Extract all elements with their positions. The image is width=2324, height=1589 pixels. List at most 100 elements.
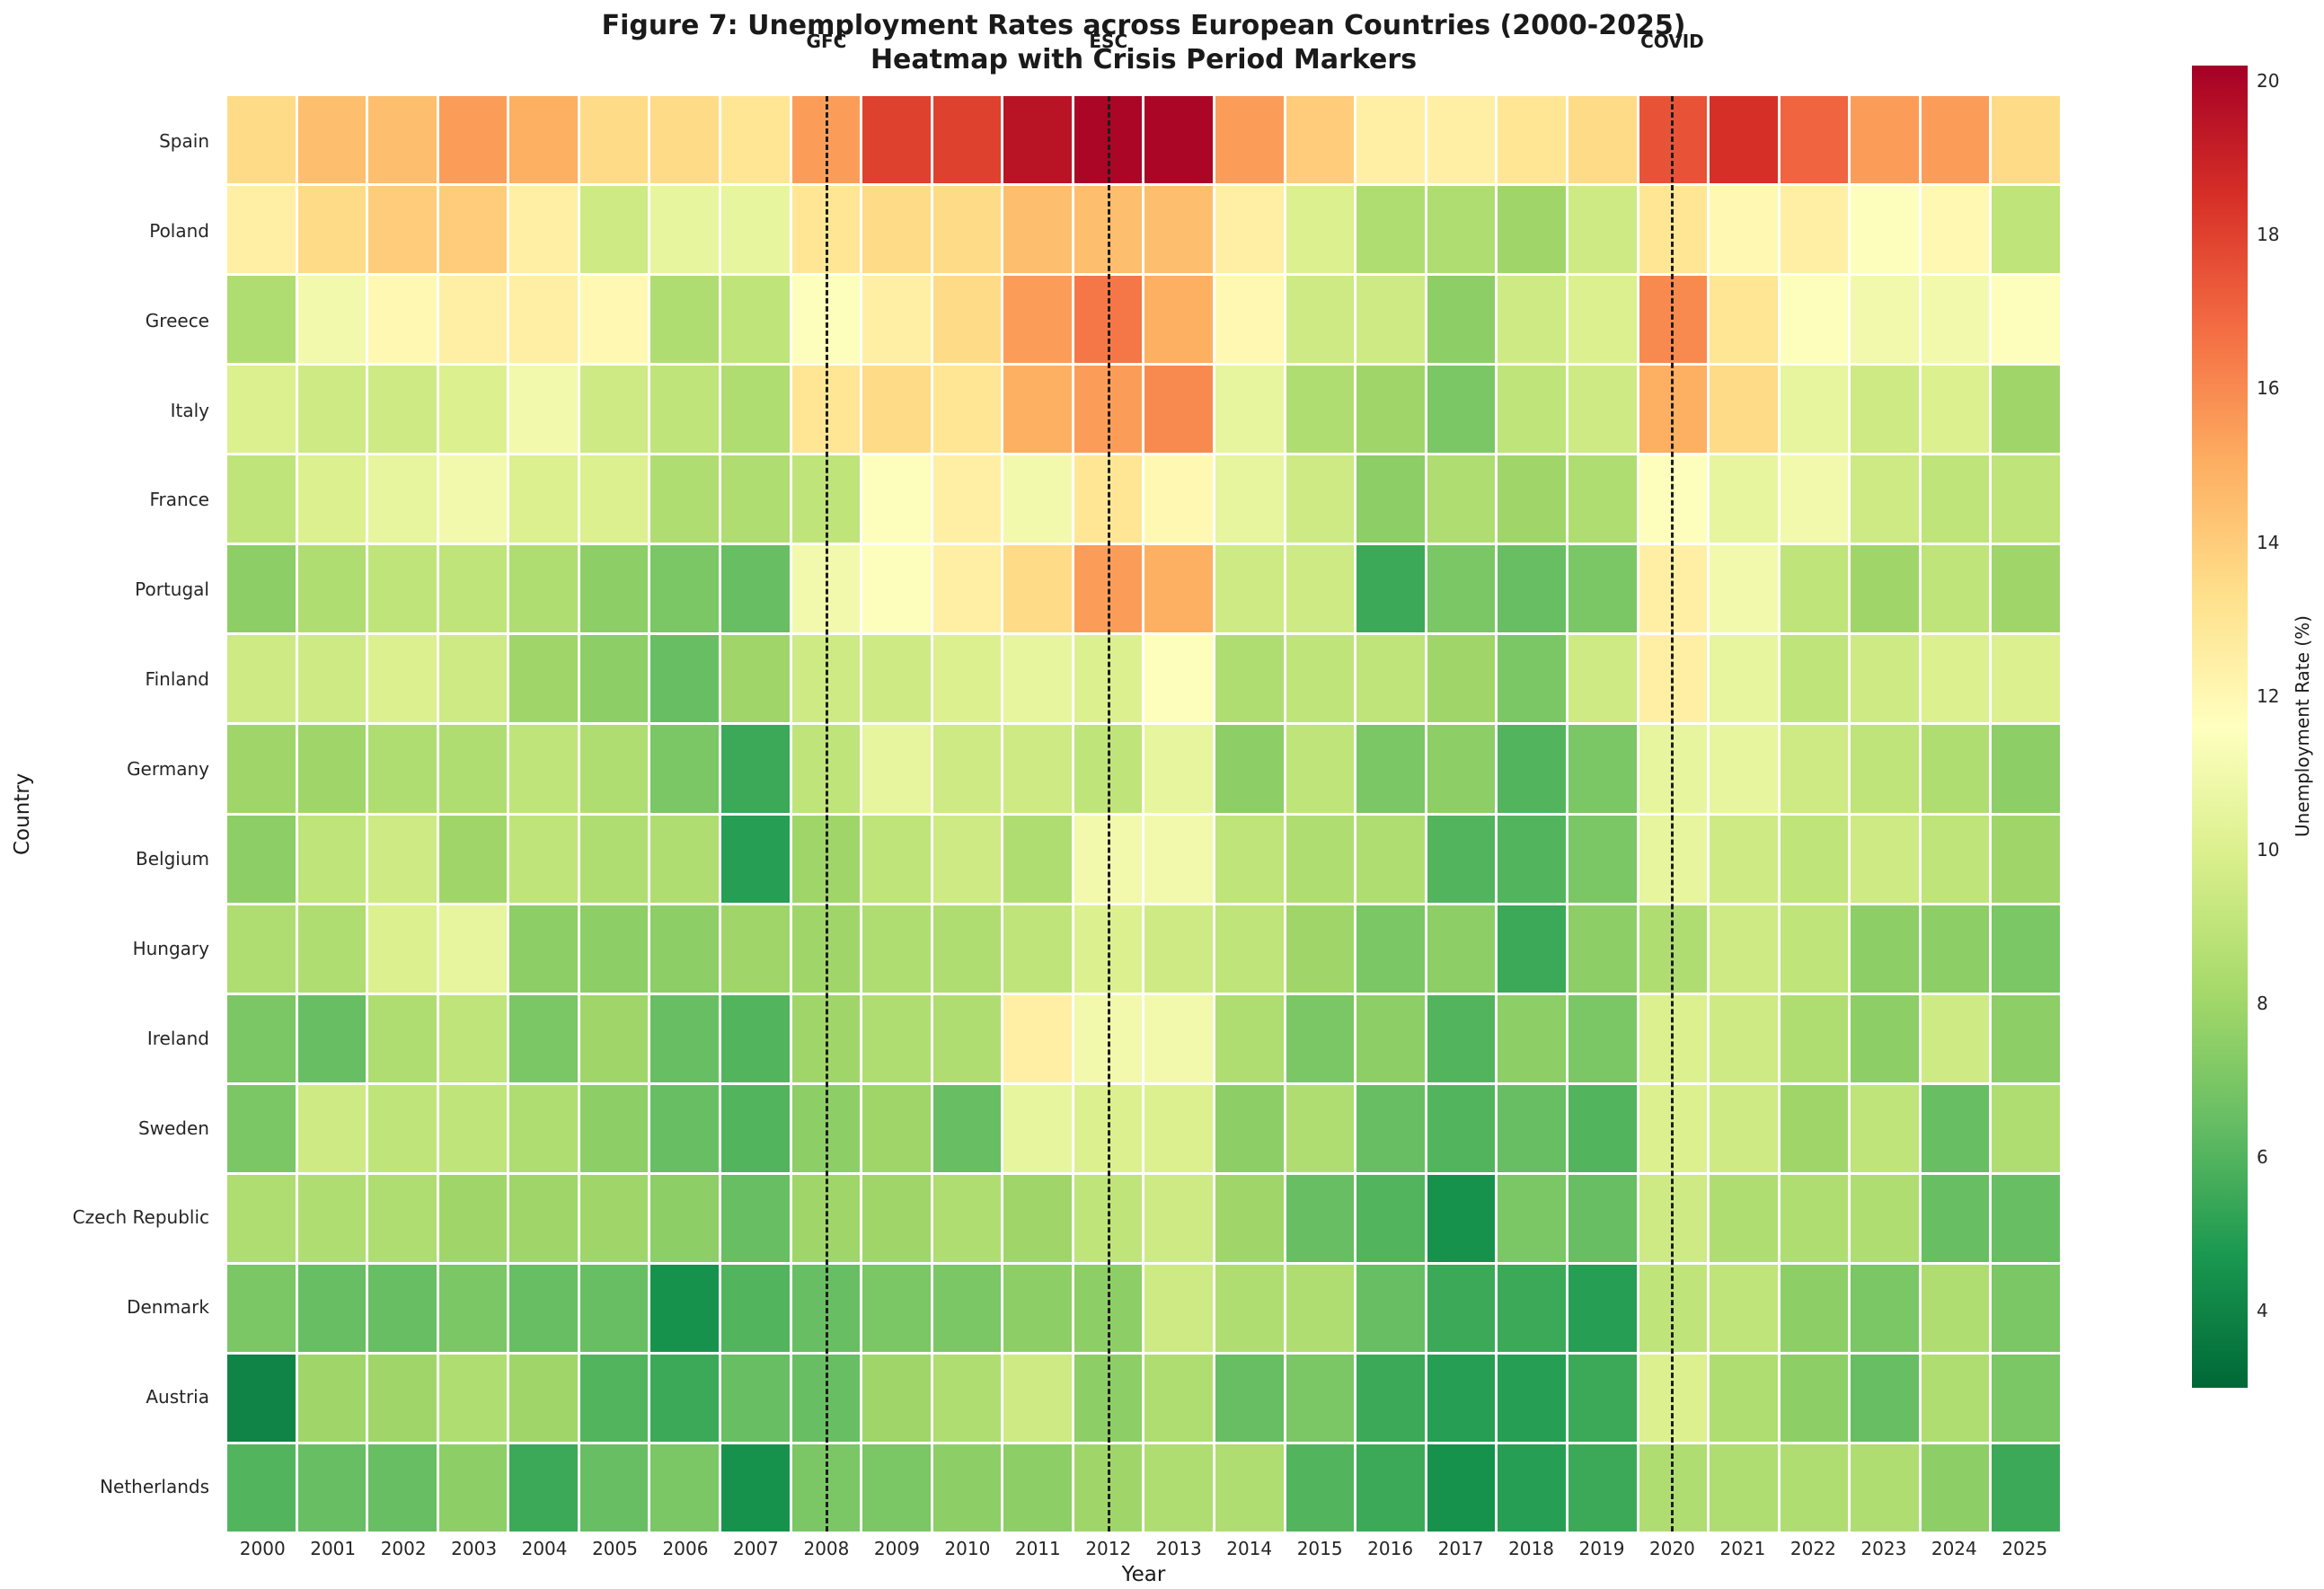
heatmap-cell (1215, 1174, 1284, 1262)
heatmap-cell (1215, 366, 1284, 454)
heatmap-cell (297, 1443, 367, 1532)
heatmap-cell (1710, 815, 1778, 903)
heatmap-cell (1003, 1084, 1072, 1172)
colorbar (2192, 66, 2248, 1388)
heatmap-cell (1921, 1354, 1990, 1442)
chart-title-line2: Heatmap with Crisis Period Markers (870, 43, 1418, 75)
heatmap-cell (1992, 545, 2060, 633)
heatmap-cell (932, 905, 1002, 993)
heatmap-cell (1427, 725, 1496, 813)
heatmap-cell (1992, 815, 2060, 903)
heatmap-cell (1144, 1264, 1214, 1352)
heatmap-cell (509, 1264, 578, 1352)
heatmap-cell (1003, 1264, 1072, 1352)
heatmap-cell (1710, 1354, 1778, 1442)
heatmap-cell (1003, 815, 1072, 903)
heatmap-cell (1498, 186, 1566, 274)
heatmap-cell (1992, 366, 2060, 454)
heatmap-cell (438, 905, 508, 993)
heatmap-cell (297, 725, 367, 813)
y-tick-label: Greece (145, 309, 209, 331)
x-tick-label: 2000 (239, 1538, 286, 1559)
heatmap-cell (721, 635, 790, 723)
heatmap-cell (438, 994, 508, 1082)
heatmap-cell (1921, 1264, 1990, 1352)
heatmap-cell (862, 1174, 931, 1262)
heatmap-cell (438, 1354, 508, 1442)
heatmap-cell (1992, 96, 2060, 184)
x-tick-label: 2012 (1085, 1538, 1132, 1559)
heatmap-cell (650, 186, 720, 274)
y-tick-label: Austria (146, 1386, 209, 1408)
heatmap-cell (297, 1264, 367, 1352)
crisis-marker-label: COVID (1640, 31, 1704, 52)
heatmap-cell (1215, 276, 1284, 364)
heatmap-cell (1286, 1174, 1355, 1262)
x-tick-label: 2019 (1578, 1538, 1625, 1559)
heatmap-cell (368, 635, 437, 723)
heatmap-cell (1003, 366, 1072, 454)
colorbar-tick-label: 4 (2257, 1300, 2268, 1322)
heatmap-cell (438, 725, 508, 813)
x-tick-label: 2007 (733, 1538, 779, 1559)
heatmap-cell (932, 1443, 1002, 1532)
y-tick-label: Netherlands (100, 1476, 209, 1498)
heatmap-cell (509, 1354, 578, 1442)
heatmap-cell (1003, 994, 1072, 1082)
heatmap-cell (1851, 455, 1919, 543)
heatmap-cell (862, 186, 931, 274)
heatmap-cell (862, 455, 931, 543)
heatmap-cell (1003, 96, 1072, 184)
heatmap-cell (227, 366, 296, 454)
heatmap-cell (1356, 905, 1425, 993)
colorbar-tick-label: 6 (2257, 1146, 2268, 1169)
heatmap-cell (1498, 455, 1566, 543)
heatmap-cell (1568, 1264, 1637, 1352)
heatmap-cell (1851, 366, 1919, 454)
heatmap-cell (1003, 1443, 1072, 1532)
heatmap-cell (1780, 366, 1849, 454)
heatmap-cell (721, 366, 790, 454)
heatmap-cell (579, 186, 649, 274)
heatmap-cell (1780, 1354, 1849, 1442)
x-tick-label: 2011 (1014, 1538, 1061, 1559)
heatmap-cell (227, 96, 296, 184)
heatmap-cell (297, 1084, 367, 1172)
heatmap-cell (438, 1174, 508, 1262)
heatmap-cell (1003, 725, 1072, 813)
heatmap-cell (297, 96, 367, 184)
heatmap-cell (1215, 905, 1284, 993)
heatmap-cell (1498, 1354, 1566, 1442)
heatmap-cell (1780, 725, 1849, 813)
heatmap-cell (1568, 635, 1637, 723)
heatmap-cell (721, 545, 790, 633)
heatmap-cell (1356, 1084, 1425, 1172)
heatmap-cell (1780, 1443, 1849, 1532)
heatmap-cell (1286, 815, 1355, 903)
y-tick-label: Hungary (132, 937, 209, 959)
heatmap-cell (579, 815, 649, 903)
heatmap-cell (1286, 1354, 1355, 1442)
heatmap-cell (862, 1354, 931, 1442)
heatmap-cell (297, 455, 367, 543)
heatmap-grid (227, 96, 2060, 1532)
heatmap-cell (1710, 276, 1778, 364)
heatmap-cell (368, 1443, 437, 1532)
heatmap-cell (1992, 276, 2060, 364)
heatmap-cell (1851, 1443, 1919, 1532)
heatmap-cell (509, 186, 578, 274)
heatmap-cell (1921, 276, 1990, 364)
heatmap-cell (438, 545, 508, 633)
x-tick-label: 2023 (1860, 1538, 1907, 1559)
heatmap-cell (1780, 815, 1849, 903)
heatmap-cell (227, 545, 296, 633)
heatmap-cell (721, 815, 790, 903)
y-tick-label: Germany (127, 758, 209, 781)
heatmap-cell (1992, 725, 2060, 813)
x-axis-tick-labels: 2000 2001 2002 2003 2004 2005 2006 2007 2008 2009… (227, 1538, 2060, 1565)
heatmap-cell (1568, 815, 1637, 903)
heatmap-cell (650, 635, 720, 723)
heatmap-cell (579, 455, 649, 543)
heatmap-cell (1851, 994, 1919, 1082)
heatmap-cell (1286, 545, 1355, 633)
